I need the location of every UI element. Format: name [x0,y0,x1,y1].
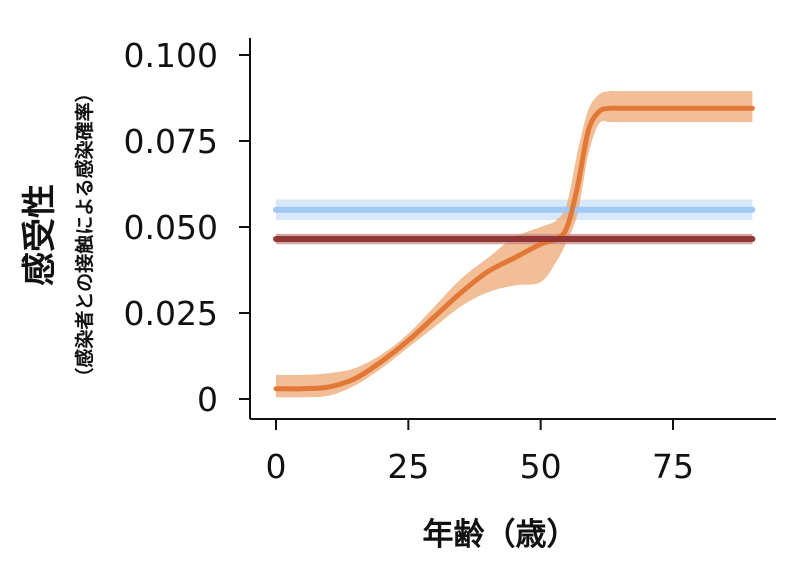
x-axis-title: 年齢（歳） [423,517,578,553]
x-tick-label: 0 [266,447,287,486]
x-tick-label: 50 [520,447,562,486]
x-tick-label: 75 [652,447,694,486]
y-tick-label: 0.050 [124,208,218,247]
y-tick-label: 0.075 [124,122,218,161]
y-tick-label: 0.025 [124,294,218,333]
y-axis-title: 感受性 [20,184,60,286]
y-axis-subtitle: （感染者との接触による感染確率） [73,83,96,386]
y-tick-label: 0 [197,380,218,419]
x-tick-label: 25 [387,447,429,486]
y-tick-label: 0.100 [124,36,218,75]
